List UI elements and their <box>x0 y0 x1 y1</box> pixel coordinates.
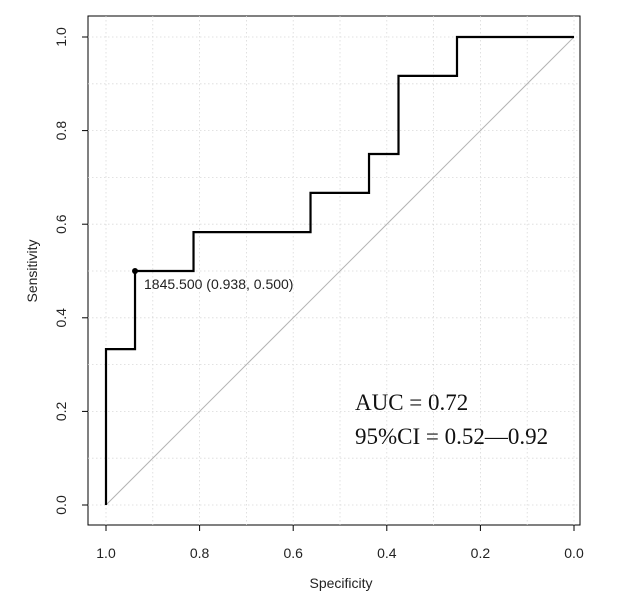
auc-text: AUC = 0.72 <box>355 390 468 415</box>
x-tick-label: 0.4 <box>377 545 397 561</box>
y-tick-label: 0.0 <box>53 495 69 515</box>
y-axis: 0.0 0.2 0.4 0.6 0.8 1.0 <box>53 27 88 515</box>
best-threshold-point <box>132 268 139 274</box>
best-threshold-label: 1845.500 (0.938, 0.500) <box>144 276 293 292</box>
x-tick-label: 1.0 <box>96 545 116 561</box>
plot-frame <box>87 15 581 526</box>
x-tick-label: 0.2 <box>471 545 491 561</box>
roc-curve <box>104 35 574 505</box>
y-tick-label: 1.0 <box>53 27 69 47</box>
y-tick-label: 0.6 <box>53 214 69 234</box>
y-axis-title: Sensitivity <box>24 239 40 302</box>
x-axis: 1.0 0.8 0.6 0.4 0.2 0.0 <box>96 525 584 561</box>
x-tick-label: 0.8 <box>190 545 210 561</box>
reference-diagonal-line <box>105 36 575 506</box>
ci-text: 95%CI = 0.52—0.92 <box>355 424 548 449</box>
x-tick-label: 0.6 <box>283 545 303 561</box>
y-tick-label: 0.8 <box>53 121 69 141</box>
y-tick-label: 0.2 <box>53 401 69 421</box>
x-tick-label: 0.0 <box>564 545 584 561</box>
y-tick-label: 0.4 <box>53 308 69 328</box>
x-axis-title: Specificity <box>309 575 372 591</box>
